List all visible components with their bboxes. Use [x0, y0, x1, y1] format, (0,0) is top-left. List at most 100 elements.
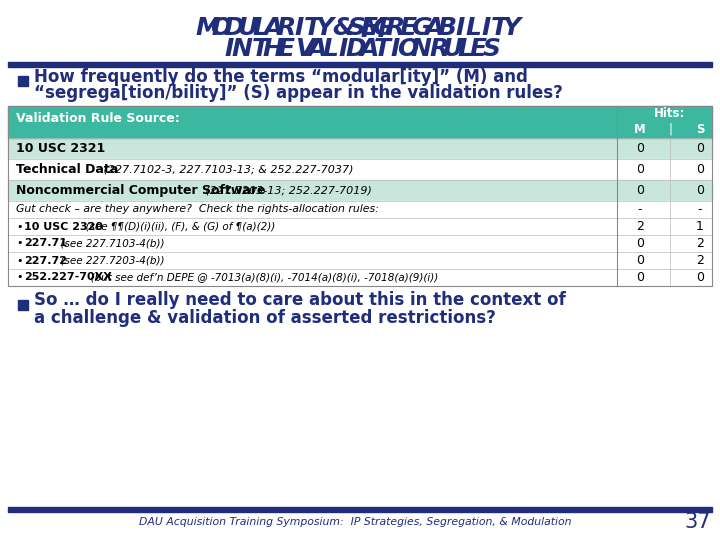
Text: O: O	[210, 16, 232, 40]
Text: 0: 0	[696, 184, 704, 197]
Text: •: •	[16, 239, 22, 248]
Text: 2: 2	[636, 220, 644, 233]
Text: How frequently do the terms “modular[ity]” (M) and: How frequently do the terms “modular[ity…	[34, 68, 528, 86]
Text: 10 USC 2321: 10 USC 2321	[16, 142, 105, 155]
Text: •: •	[16, 273, 22, 282]
Bar	[18, 300, 28, 310]
Bar	[18, 76, 28, 86]
Text: M: M	[634, 123, 646, 136]
Text: 2: 2	[696, 254, 704, 267]
Text: I: I	[224, 37, 233, 61]
Text: Noncommercial Computer Software: Noncommercial Computer Software	[16, 184, 266, 197]
Text: R: R	[385, 16, 405, 40]
Text: E: E	[400, 16, 417, 40]
Bar	[8, 138, 712, 159]
Bar	[8, 269, 712, 286]
Text: I: I	[455, 16, 464, 40]
Text: E: E	[470, 37, 487, 61]
Bar	[8, 235, 712, 252]
Text: S: S	[696, 123, 704, 136]
Text: O: O	[397, 37, 419, 61]
Text: •: •	[16, 221, 22, 232]
Text: N: N	[410, 37, 431, 61]
Text: T: T	[490, 16, 508, 40]
Bar	[8, 180, 712, 201]
Text: (see ¶¶(D)(i)(ii), (F), & (G) of ¶(a)(2)): (see ¶¶(D)(i)(ii), (F), & (G) of ¶(a)(2)…	[79, 221, 275, 232]
Text: 2: 2	[696, 237, 704, 250]
Text: Technical Data: Technical Data	[16, 163, 118, 176]
Text: (see 227.7203-4(b)): (see 227.7203-4(b))	[54, 255, 164, 266]
Text: 0: 0	[636, 237, 644, 250]
Text: Y: Y	[316, 16, 334, 40]
Text: Hits:: Hits:	[654, 106, 685, 119]
Text: I: I	[338, 37, 348, 61]
Text: •: •	[16, 255, 22, 266]
Text: S: S	[482, 37, 500, 61]
Text: L: L	[465, 16, 481, 40]
Text: Gut check – are they anywhere?  Check the rights-allocation rules:: Gut check – are they anywhere? Check the…	[16, 205, 379, 214]
Text: E: E	[361, 16, 378, 40]
Text: 227.72: 227.72	[24, 255, 67, 266]
Text: 0: 0	[696, 142, 704, 155]
Text: A: A	[264, 16, 283, 40]
Bar	[8, 218, 712, 235]
Text: T: T	[374, 37, 391, 61]
Text: L: L	[252, 16, 268, 40]
Text: 10 USC 2320: 10 USC 2320	[24, 221, 103, 232]
Text: L: L	[457, 37, 473, 61]
Text: Y: Y	[503, 16, 521, 40]
Text: (227.7203-13; 252.227-7019): (227.7203-13; 252.227-7019)	[202, 186, 372, 195]
Bar	[8, 252, 712, 269]
Text: 227.71: 227.71	[24, 239, 67, 248]
Bar	[8, 106, 712, 286]
Text: 0: 0	[636, 254, 644, 267]
Text: I: I	[390, 37, 400, 61]
Text: B: B	[438, 16, 456, 40]
Text: 0: 0	[636, 163, 644, 176]
Text: -: -	[698, 203, 702, 216]
Text: (see 227.7103-4(b)): (see 227.7103-4(b))	[54, 239, 164, 248]
Text: E: E	[277, 37, 294, 61]
Text: R: R	[430, 37, 449, 61]
Text: &: &	[333, 16, 354, 40]
Text: N: N	[231, 37, 252, 61]
Text: DAU Acquisition Training Symposium:  IP Strategies, Segregation, & Modulation: DAU Acquisition Training Symposium: IP S…	[139, 517, 571, 527]
Text: R: R	[276, 16, 296, 40]
Text: |: |	[668, 123, 672, 136]
Bar	[8, 106, 712, 138]
Text: M: M	[360, 17, 386, 43]
Text: a challenge & validation of asserted restrictions?: a challenge & validation of asserted res…	[34, 309, 496, 327]
Bar	[8, 62, 712, 67]
Text: A: A	[424, 16, 444, 40]
Text: L: L	[323, 37, 338, 61]
Text: Validation Rule Source:: Validation Rule Source:	[16, 112, 180, 125]
Text: G: G	[411, 16, 431, 40]
Text: (227.7102-3, 227.7103-13; & 252.227-7037): (227.7102-3, 227.7103-13; & 252.227-7037…	[100, 165, 354, 174]
Text: 252.227-70XX: 252.227-70XX	[24, 273, 112, 282]
Text: H: H	[263, 37, 284, 61]
Bar	[8, 507, 712, 512]
Text: M: M	[196, 16, 220, 40]
Text: I: I	[481, 16, 490, 40]
Text: U: U	[442, 37, 463, 61]
Text: 0: 0	[696, 271, 704, 284]
Text: So … do I really need to care about this in the context of: So … do I really need to care about this…	[34, 291, 566, 309]
Text: U: U	[237, 16, 257, 40]
Text: 0: 0	[636, 184, 644, 197]
Text: 0: 0	[636, 142, 644, 155]
Bar	[8, 159, 712, 180]
Text: A: A	[359, 37, 379, 61]
Text: G: G	[372, 16, 392, 40]
Text: I: I	[294, 16, 304, 40]
Text: D: D	[346, 37, 366, 61]
Text: 0: 0	[696, 163, 704, 176]
Text: A: A	[307, 37, 327, 61]
Text: -: -	[638, 203, 642, 216]
Text: “segrega[tion/bility]” (S) appear in the validation rules?: “segrega[tion/bility]” (S) appear in the…	[34, 84, 563, 102]
Text: (but see def’n DEPE @ -7013(a)(8)(i), -7014(a)(8)(i), -7018(a)(9)(i)): (but see def’n DEPE @ -7013(a)(8)(i), -7…	[84, 273, 438, 282]
Text: T: T	[251, 37, 269, 61]
Text: 37: 37	[685, 512, 711, 532]
Bar	[8, 201, 712, 218]
Text: D: D	[224, 16, 245, 40]
Text: 0: 0	[636, 271, 644, 284]
